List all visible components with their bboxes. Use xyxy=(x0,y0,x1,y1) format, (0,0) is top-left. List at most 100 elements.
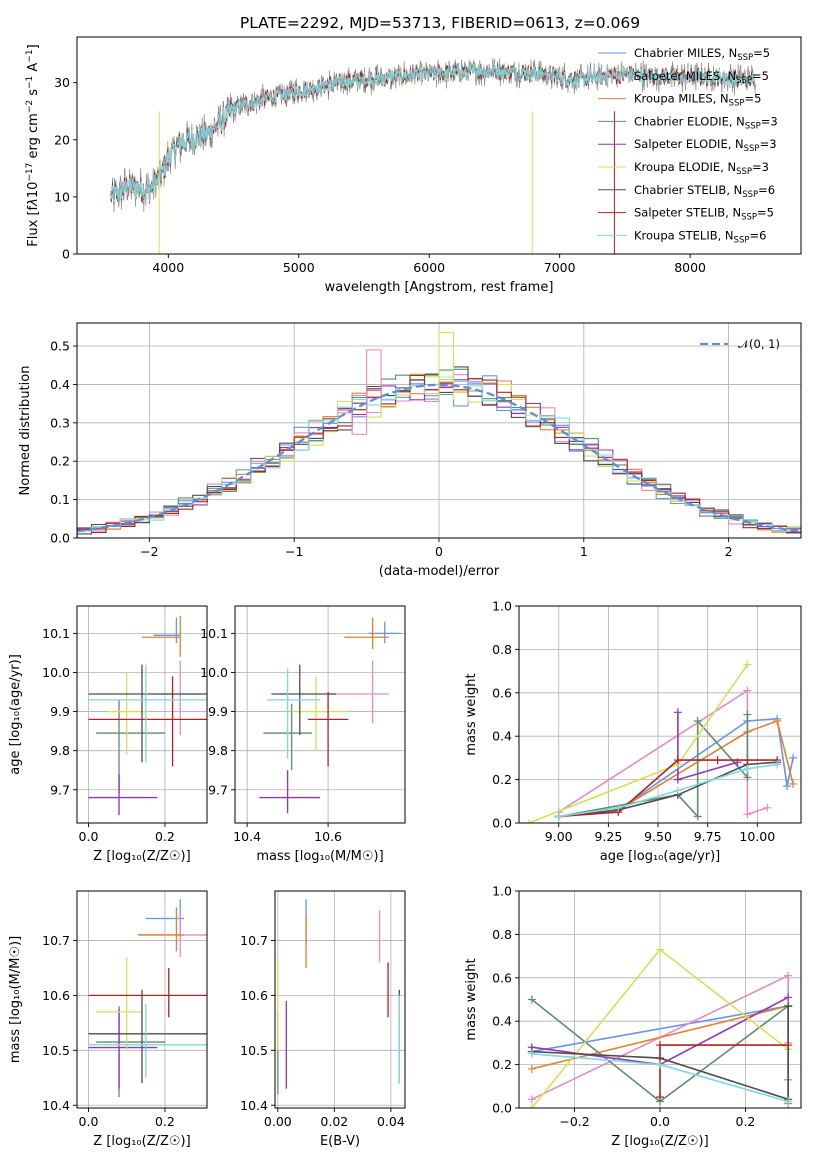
x-tick-label: 2 xyxy=(725,544,733,559)
plot-area xyxy=(88,615,207,816)
y-tick-label: 9.7 xyxy=(208,782,228,797)
weight-marker-salpeter_miles xyxy=(784,971,793,980)
axes-frame xyxy=(518,890,802,1109)
y-tick-label: 9.9 xyxy=(50,704,70,719)
weight-marker-chabrier_miles xyxy=(789,753,798,762)
weight-marker-chabrier_stelib xyxy=(784,1002,793,1011)
axes-frame xyxy=(518,605,802,824)
plot-area xyxy=(524,660,798,823)
x-tick-label: 0.0 xyxy=(650,1114,670,1129)
grid-lines xyxy=(77,606,207,823)
y-axis-label: mass [log₁₀(M/M☉)] xyxy=(8,936,23,1063)
x-tick-label: 0.0 xyxy=(79,1114,99,1129)
x-tick-label: 8000 xyxy=(674,260,706,275)
histogram-peak-bin xyxy=(351,399,368,435)
figure-title: PLATE=2292, MJD=53713, FIBERID=0613, z=0… xyxy=(240,14,640,32)
weight-marker-salpeter_miles xyxy=(743,810,752,819)
axes-frame xyxy=(76,605,208,824)
weight-marker-salpeter_stelib xyxy=(713,756,722,765)
x-tick-label: 0.2 xyxy=(155,829,175,844)
y-tick-label: 10.7 xyxy=(42,933,70,948)
x-axis-label: Z [log₁₀(Z/Z☉)] xyxy=(93,1134,190,1149)
weight-marker-kroupa_stelib xyxy=(614,803,623,812)
y-tick-label: 1.0 xyxy=(492,884,512,899)
y-tick-label: 0.2 xyxy=(492,772,512,787)
y-tick-label: 0.4 xyxy=(50,377,70,392)
y-tick-label: 10.4 xyxy=(240,1098,268,1113)
y-axis-label: age [log₁₀(age/yr)] xyxy=(8,654,23,775)
x-tick-label: −0.2 xyxy=(559,1114,589,1129)
weight-marker-salpeter_miles xyxy=(743,686,752,695)
x-tick-label: 9.00 xyxy=(545,829,573,844)
plot-area xyxy=(259,617,401,814)
y-tick-label: 30 xyxy=(54,75,70,90)
y-axis-label: mass weight xyxy=(464,958,479,1040)
weight-marker-salpeter_elodie xyxy=(673,775,682,784)
y-tick-label: 1.0 xyxy=(492,599,512,614)
weight-vs-metallicity-panel: −0.2 0.0 0.2 0.0 0.2 0.4 0.6 0.8 1.0 Z [log₁₀(Z/Z… xyxy=(464,884,802,1149)
weight-marker-kroupa_stelib xyxy=(656,1060,664,1069)
weight-marker-kroupa_stelib xyxy=(527,1049,536,1058)
x-tick-label: 0.04 xyxy=(377,1114,405,1129)
plot-area xyxy=(527,945,793,1108)
weight-marker-kroupa_elodie xyxy=(656,945,664,954)
x-tick-label: 7000 xyxy=(544,260,576,275)
weight-marker-kroupa_miles xyxy=(527,1064,536,1073)
y-tick-label: 0.8 xyxy=(492,927,512,942)
weight-marker-salpeter_stelib xyxy=(673,756,682,765)
legend-label: Chabrier MILES, NSSP=5 xyxy=(634,46,770,63)
y-tick-label: 10.0 xyxy=(200,665,228,680)
y-tick-label: 0.1 xyxy=(50,492,70,507)
age-vs-metallicity-panel: 0.0 0.2 9.7 9.8 9.9 10.0 10.1 Z [log₁₀(Z/Z☉)] ag… xyxy=(8,605,208,864)
x-axis-label: E(B-V) xyxy=(320,1134,360,1149)
normal-curve xyxy=(77,383,801,533)
weight-marker-salpeter_miles xyxy=(527,1095,536,1104)
weight-marker-kroupa_elodie xyxy=(527,1104,536,1108)
weight-marker-kroupa_miles xyxy=(789,779,798,788)
axes-frame xyxy=(76,36,802,255)
x-tick-label: 0.2 xyxy=(736,1114,756,1129)
weight-marker-salpeter_stelib xyxy=(784,1041,793,1050)
x-tick-label: 5000 xyxy=(283,260,315,275)
weight-marker-kroupa_stelib xyxy=(743,764,752,773)
x-tick-label: 0 xyxy=(435,544,443,559)
x-tick-label: 0.2 xyxy=(155,1114,175,1129)
y-tick-label: 10.7 xyxy=(240,933,268,948)
y-tick-label: 0.2 xyxy=(50,454,70,469)
spectrum-panel: 4000 5000 6000 7000 8000 0 10 20 30 wavelength [A… xyxy=(25,36,802,295)
x-tick-label: −2 xyxy=(140,544,158,559)
axes-frame xyxy=(274,890,406,1109)
x-axis-label: Z [log₁₀(Z/Z☉)] xyxy=(93,849,190,864)
legend-label: Kroupa STELIB, NSSP=6 xyxy=(634,228,766,245)
y-tick-label: 0.0 xyxy=(492,816,512,831)
axes-frame xyxy=(234,605,406,824)
legend-label: 𝒩(0, 1) xyxy=(738,337,780,351)
y-axis-label: mass weight xyxy=(464,673,479,755)
y-tick-label: 9.9 xyxy=(208,704,228,719)
x-axis-label: age [log₁₀(age/yr)] xyxy=(600,849,721,864)
y-tick-label: 0.4 xyxy=(492,1014,512,1029)
x-tick-label: 10.4 xyxy=(233,829,261,844)
x-tick-label: −1 xyxy=(285,544,303,559)
plot-area xyxy=(277,899,400,1095)
histogram-peak-bin xyxy=(366,349,382,400)
y-tick-label: 9.7 xyxy=(50,782,70,797)
y-tick-label: 20 xyxy=(54,132,70,147)
y-tick-label: 10.1 xyxy=(42,626,70,641)
weight-marker-chabrier_elodie xyxy=(527,995,536,1004)
weight-marker-salpeter_elodie xyxy=(673,708,682,717)
legend-label: Salpeter ELODIE, NSSP=3 xyxy=(634,137,777,154)
y-tick-label: 0.5 xyxy=(50,339,70,354)
weight-marker-kroupa_miles xyxy=(773,717,782,726)
weight-marker-salpeter_stelib xyxy=(656,1041,664,1050)
y-tick-label: 9.8 xyxy=(208,743,228,758)
y-tick-label: 0.3 xyxy=(50,415,70,430)
axes-frame xyxy=(76,322,802,539)
legend: Chabrier MILES, NSSP=5 Salpeter MILES, NS… xyxy=(598,46,778,245)
weight-marker-chabrier_elodie xyxy=(693,717,702,726)
y-tick-label: 0.8 xyxy=(492,642,512,657)
weight-marker-kroupa_elodie xyxy=(524,819,533,823)
x-tick-label: 9.50 xyxy=(644,829,672,844)
